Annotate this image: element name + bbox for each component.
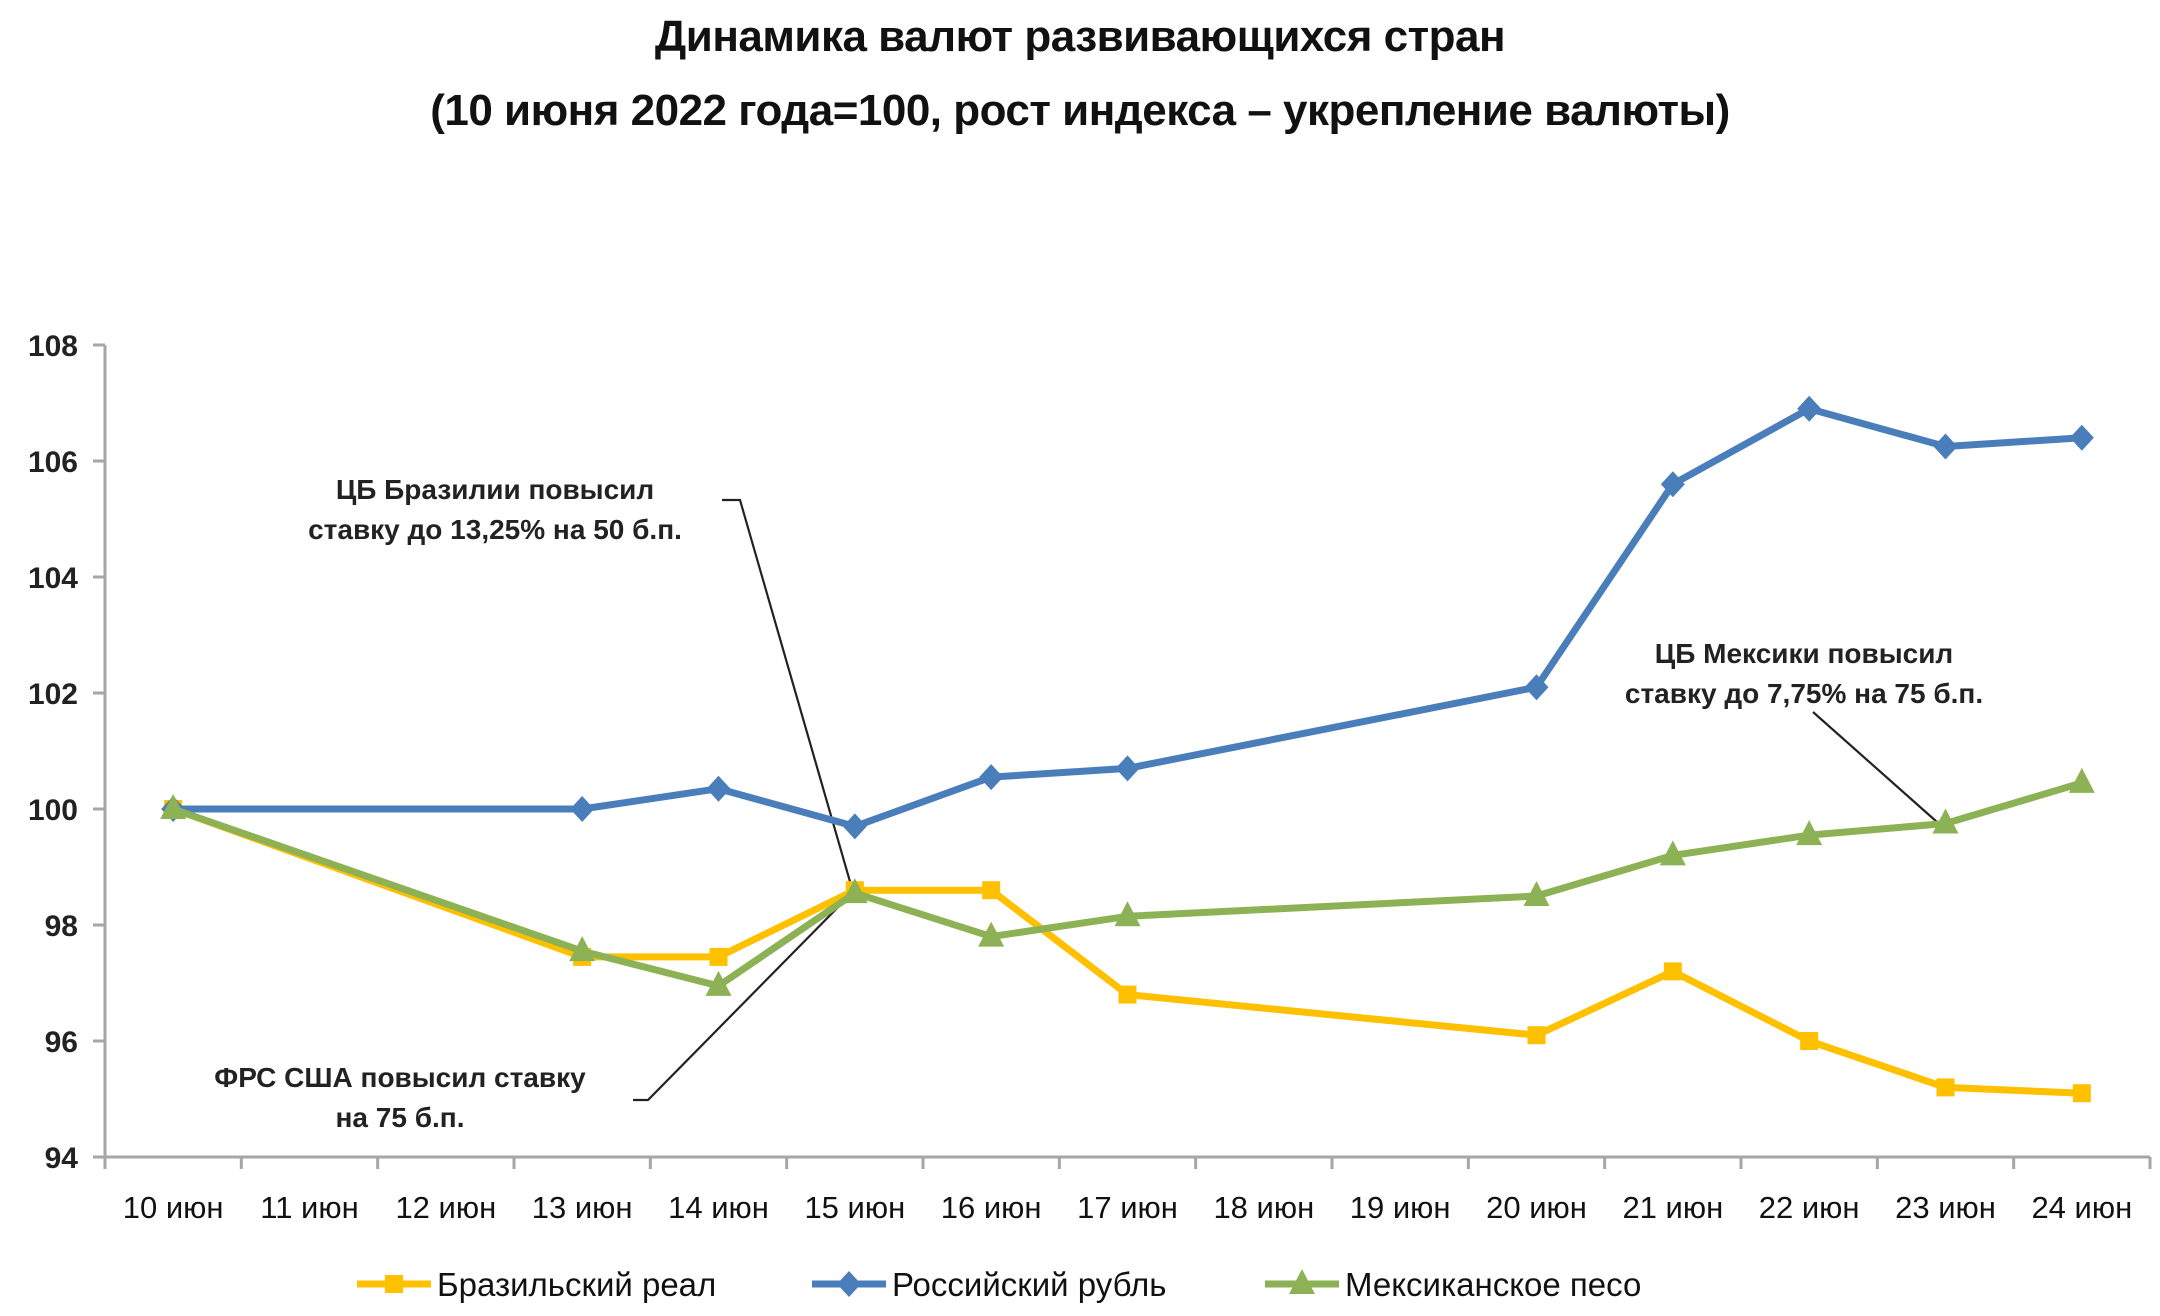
annotation-text: ставку до 13,25% на 50 б.п.: [308, 514, 682, 545]
y-tick-label: 100: [28, 794, 78, 827]
annotation-text: ставку до 7,75% на 75 б.п.: [1625, 678, 1983, 709]
annotation-text: ФРС США повысил ставку: [214, 1062, 586, 1093]
legend-item: Бразильский реал: [357, 1266, 716, 1303]
x-tick-label: 14 июн: [668, 1190, 769, 1225]
diamond-marker-icon: [1797, 395, 1822, 422]
y-tick-label: 96: [45, 1026, 78, 1059]
x-tick-label: 21 июн: [1622, 1190, 1723, 1225]
x-tick-label: 15 июн: [804, 1190, 905, 1225]
x-tick-label: 13 июн: [532, 1190, 633, 1225]
square-marker-icon: [1118, 985, 1137, 1004]
data-series: [160, 395, 2095, 1103]
triangle-marker-icon: [1796, 820, 1823, 846]
legend-item: Российский рубль: [812, 1266, 1166, 1303]
y-tick-label: 104: [28, 562, 78, 595]
legend-label: Мексиканское песо: [1345, 1266, 1641, 1303]
square-marker-icon: [1936, 1078, 1955, 1097]
x-tick-label: 18 июн: [1213, 1190, 1314, 1225]
triangle-marker-icon: [841, 878, 868, 904]
x-tick-label: 10 июн: [123, 1190, 224, 1225]
triangle-marker-icon: [569, 936, 596, 962]
chart-subtitle: (10 июня 2022 года=100, рост индекса – у…: [430, 86, 1730, 135]
annotation-text: на 75 б.п.: [336, 1102, 465, 1133]
triangle-marker-icon: [705, 970, 732, 996]
diamond-marker-icon: [570, 796, 595, 822]
square-marker-icon: [1800, 1032, 1819, 1050]
chart-title: Динамика валют развивающихся стран: [654, 12, 1506, 61]
diamond-marker-icon: [706, 775, 731, 802]
legend-item: Мексиканское песо: [1265, 1266, 1641, 1303]
square-marker-icon: [1663, 962, 1682, 981]
x-tick-label: 22 июн: [1759, 1190, 1860, 1225]
y-tick-label: 94: [45, 1142, 79, 1175]
y-tick-label: 108: [28, 330, 78, 363]
series-0: [164, 800, 2091, 1103]
annotation-text: ЦБ Мексики повысил: [1655, 638, 1953, 669]
square-marker-icon: [2072, 1084, 2091, 1103]
triangle-marker-icon: [2068, 767, 2095, 793]
legend-label: Российский рубль: [892, 1266, 1166, 1303]
y-axis-ticks: 94 96 98 100 102 104 106 108: [28, 330, 105, 1175]
x-tick-label: 23 июн: [1895, 1190, 1996, 1225]
fed-callout-line: [633, 891, 854, 1102]
triangle-marker-icon: [1932, 808, 1959, 834]
legend-label: Бразильский реал: [437, 1266, 716, 1303]
triangle-marker-icon: [160, 794, 187, 819]
x-tick-label: 11 июн: [260, 1190, 358, 1225]
callout-lines: [633, 498, 1938, 1102]
triangle-marker-icon: [978, 921, 1005, 947]
mexico-callout-line: [1812, 711, 1938, 823]
y-tick-label: 102: [28, 678, 78, 711]
brazil-callout-line: [722, 498, 855, 893]
series-1: [161, 395, 2094, 840]
annotation-brazil: ЦБ Бразилии повысил ставку до 13,25% на …: [308, 474, 682, 545]
triangle-marker-icon: [1289, 1269, 1315, 1294]
square-marker-icon: [1527, 1026, 1546, 1045]
x-axis-ticks: 10 июн 11 июн 12 июн 13 июн 14 июн 15 июн 16 и…: [103, 1157, 2152, 1225]
square-marker-icon: [385, 1275, 403, 1293]
x-tick-label: 19 июн: [1350, 1190, 1451, 1225]
x-tick-label: 12 июн: [395, 1190, 496, 1225]
x-tick-label: 20 июн: [1486, 1190, 1587, 1225]
y-tick-label: 106: [28, 446, 78, 479]
diamond-marker-icon: [2069, 424, 2094, 451]
chart-legend: Бразильский реал Российский рубль Мексикан…: [357, 1266, 1641, 1303]
x-tick-label: 24 июн: [2031, 1190, 2132, 1225]
square-marker-icon: [709, 947, 728, 966]
diamond-marker-icon: [1660, 471, 1685, 498]
square-marker-icon: [982, 881, 1001, 900]
triangle-marker-icon: [1659, 840, 1686, 866]
annotation-text: ЦБ Бразилии повысил: [336, 474, 654, 505]
diamond-marker-icon: [1115, 755, 1140, 782]
triangle-marker-icon: [1523, 881, 1550, 906]
diamond-marker-icon: [837, 1271, 861, 1297]
diamond-marker-icon: [1524, 674, 1549, 701]
annotation-fed: ФРС США повысил ставку на 75 б.п.: [214, 1062, 586, 1133]
diamond-marker-icon: [979, 764, 1004, 791]
series-line: [171, 805, 2082, 1097]
diamond-marker-icon: [842, 813, 867, 840]
series-line: [172, 779, 2083, 990]
y-tick-label: 98: [45, 910, 78, 943]
x-tick-label: 17 июн: [1077, 1190, 1178, 1225]
annotation-mexico: ЦБ Мексики повысил ставку до 7,75% на 75…: [1625, 638, 1983, 709]
series-2: [160, 767, 2095, 996]
x-tick-label: 16 июн: [941, 1190, 1042, 1225]
triangle-marker-icon: [1114, 901, 1141, 927]
diamond-marker-icon: [1933, 433, 1958, 460]
chart-axes: [93, 345, 2150, 1159]
